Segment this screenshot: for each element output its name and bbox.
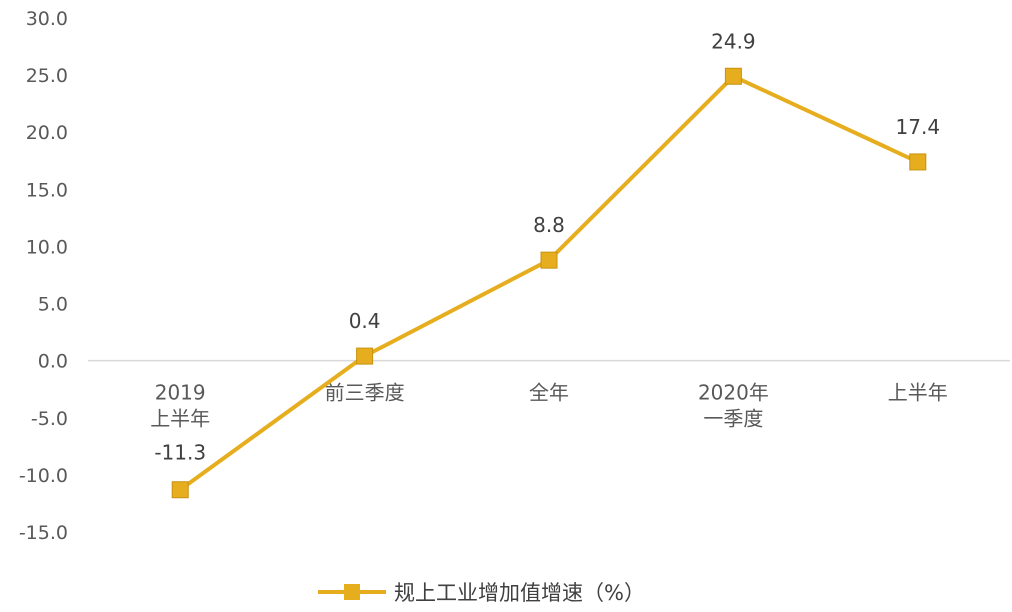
x-tick-label: 上半年 — [150, 407, 210, 431]
y-tick-label: 25.0 — [26, 65, 68, 87]
y-tick-label: -5.0 — [31, 408, 68, 430]
x-tick-label: 2019 — [155, 381, 206, 405]
legend-label: 规上工业增加值增速（%） — [394, 581, 645, 605]
legend-marker-swatch — [344, 584, 360, 600]
data-point-marker — [725, 68, 741, 84]
y-tick-label: 0.0 — [38, 351, 68, 373]
series-markers — [172, 68, 926, 497]
x-tick-label: 上半年 — [888, 381, 948, 405]
legend: 规上工业增加值增速（%） — [318, 581, 645, 605]
data-label: -11.3 — [154, 441, 206, 465]
y-axis: 30.0 25.0 20.0 15.0 10.0 5.0 0.0 -5.0 -10.0 -15.0 — [19, 8, 68, 544]
x-tick-label: 2020年 — [698, 381, 769, 405]
y-tick-label: 30.0 — [26, 8, 68, 30]
y-tick-label: 10.0 — [26, 236, 68, 258]
x-tick-label: 一季度 — [703, 407, 763, 431]
y-tick-label: -15.0 — [19, 522, 68, 544]
data-point-marker — [357, 348, 373, 364]
y-tick-label: 15.0 — [26, 179, 68, 201]
data-point-marker — [541, 252, 557, 268]
x-tick-label: 全年 — [529, 381, 569, 405]
x-tick-label: 前三季度 — [325, 381, 405, 405]
data-point-marker — [910, 154, 926, 170]
data-label: 8.8 — [533, 213, 565, 237]
data-label: 24.9 — [711, 29, 756, 53]
y-tick-label: 20.0 — [26, 122, 68, 144]
data-label: 17.4 — [896, 115, 941, 139]
data-point-marker — [172, 482, 188, 498]
series-line — [180, 76, 918, 489]
y-tick-label: -10.0 — [19, 465, 68, 487]
y-tick-label: 5.0 — [38, 294, 68, 316]
data-label: 0.4 — [349, 309, 381, 333]
